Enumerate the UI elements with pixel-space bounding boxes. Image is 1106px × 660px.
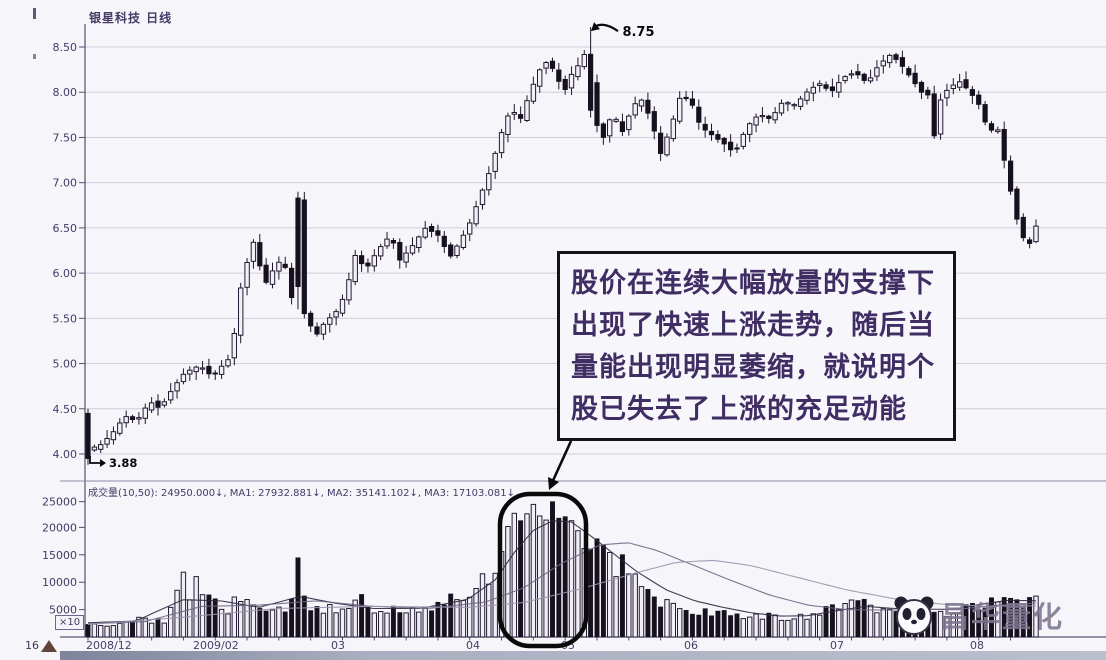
watermark-text: 昌华量化	[940, 600, 1065, 634]
svg-text:3.88: 3.88	[109, 456, 137, 470]
panda-logo-icon	[894, 596, 934, 635]
volume-indicator-header: 成交量(10,50): 24950.000↓, MA1: 27932.881↓,…	[88, 488, 516, 499]
svg-text:2008/12: 2008/12	[86, 639, 132, 652]
chart-title: 银星科技 日线	[89, 11, 173, 25]
svg-text:07: 07	[830, 639, 844, 652]
screen-edge-artifact	[33, 54, 36, 59]
svg-text:8.50: 8.50	[53, 41, 78, 54]
bottom-scrollbar[interactable]	[60, 651, 1106, 660]
svg-text:4.00: 4.00	[53, 448, 78, 461]
watermark: 昌华量化	[891, 592, 1064, 638]
scrollbar-arrow-icon[interactable]	[41, 640, 57, 652]
svg-text:7.50: 7.50	[53, 131, 78, 144]
svg-text:7.00: 7.00	[53, 177, 78, 190]
note-arrow	[549, 440, 573, 486]
screen-edge-artifact	[33, 8, 36, 19]
svg-text:10000: 10000	[42, 576, 77, 589]
svg-text:15000: 15000	[42, 549, 77, 562]
annotation-line: 量能出现明显萎缩，就说明个	[571, 352, 935, 382]
svg-text:5.50: 5.50	[53, 312, 78, 325]
svg-text:5000: 5000	[49, 604, 77, 617]
svg-text:04: 04	[466, 639, 480, 652]
svg-text:6.00: 6.00	[53, 267, 78, 280]
svg-text:6.50: 6.50	[53, 222, 78, 235]
svg-text:8.00: 8.00	[53, 86, 78, 99]
svg-text:4.50: 4.50	[53, 403, 78, 416]
svg-text:08: 08	[970, 639, 984, 652]
svg-text:2009/02: 2009/02	[193, 639, 239, 652]
annotation-line: 股价在连续大幅放量的支撑下	[571, 268, 935, 298]
svg-text:8.75: 8.75	[622, 25, 654, 40]
svg-text:06: 06	[684, 639, 698, 652]
volume-highlight-circle	[497, 491, 589, 649]
bottom-left-label: 16	[25, 639, 39, 652]
annotation-line: 股已失去了上涨的充足动能	[571, 394, 907, 424]
annotation-line: 出现了快速上涨走势，随后当	[571, 310, 935, 340]
low-marker-arrow	[89, 456, 100, 464]
annotation-note-box: 股价在连续大幅放量的支撑下 出现了快速上涨走势，随后当 量能出现明显萎缩，就说明…	[557, 251, 956, 441]
svg-text:5.00: 5.00	[53, 358, 78, 371]
volume-unit-multiplier: ×10	[55, 615, 85, 630]
svg-text:03: 03	[331, 639, 345, 652]
svg-text:20000: 20000	[42, 521, 77, 534]
svg-text:25000: 25000	[42, 496, 77, 509]
